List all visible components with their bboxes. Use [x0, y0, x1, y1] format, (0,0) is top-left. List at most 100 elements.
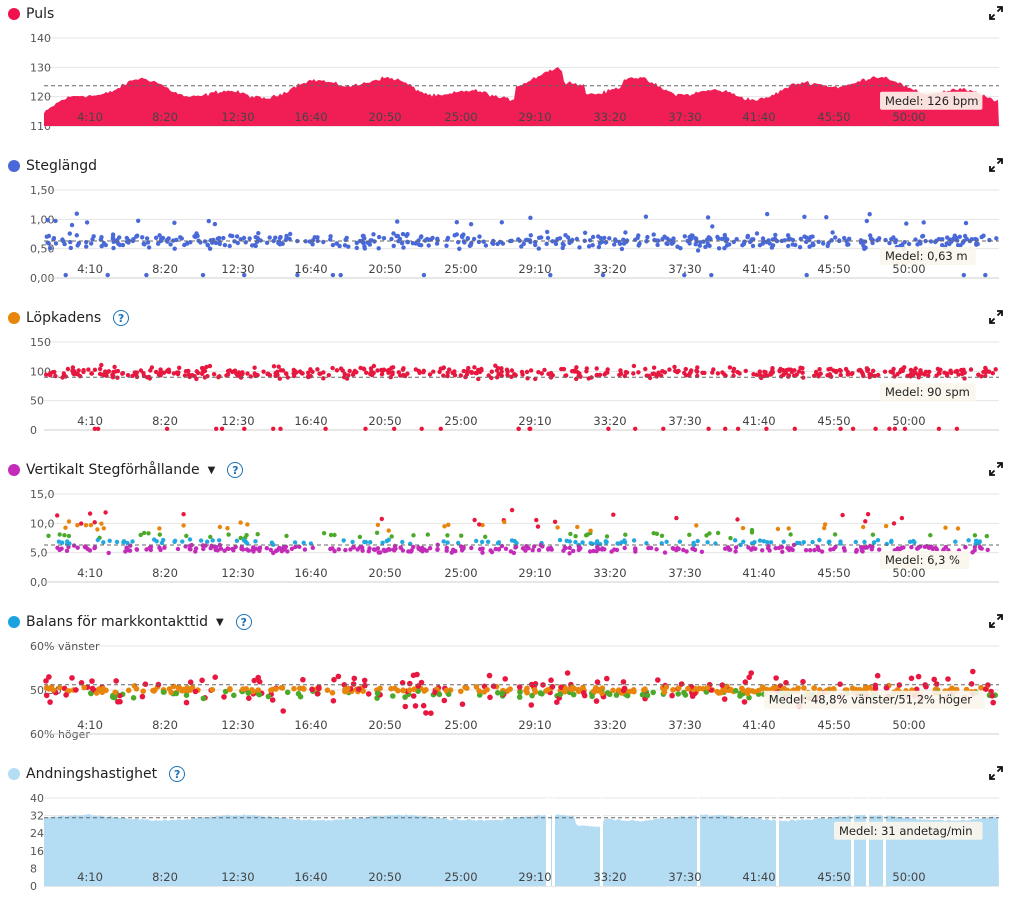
expand-icon[interactable] — [989, 614, 1003, 628]
data-point — [217, 538, 222, 543]
expand-icon[interactable] — [989, 766, 1003, 780]
y-tick-label: 50 — [30, 395, 44, 408]
data-point — [838, 539, 843, 544]
data-point — [435, 236, 440, 241]
data-point — [711, 367, 716, 372]
chart-title: Löpkadens — [26, 310, 102, 326]
data-point — [193, 546, 199, 551]
data-point — [134, 234, 139, 239]
x-tick-label: 20:50 — [368, 566, 401, 580]
data-point — [969, 237, 975, 242]
x-tick-label: 4:10 — [77, 566, 103, 580]
data-point — [990, 371, 995, 376]
data-point — [441, 697, 448, 704]
average-label: Medel: 126 bpm — [885, 94, 979, 108]
data-point — [113, 369, 118, 374]
help-icon[interactable]: ? — [227, 462, 244, 478]
data-point — [142, 242, 147, 247]
data-point — [264, 240, 270, 245]
x-tick-label: 41:40 — [742, 870, 775, 884]
data-point — [953, 369, 958, 374]
data-point — [95, 537, 101, 543]
data-point — [936, 236, 942, 242]
expand-icon[interactable] — [989, 158, 1003, 172]
data-point — [496, 547, 502, 552]
data-point — [865, 512, 871, 517]
x-tick-label: 37:30 — [668, 262, 701, 276]
data-point — [473, 684, 480, 690]
data-point — [530, 548, 535, 553]
data-point — [479, 539, 485, 545]
data-point — [334, 241, 339, 246]
data-point — [828, 547, 833, 552]
y-tick-label: 15,0 — [30, 488, 55, 501]
data-point — [271, 238, 276, 244]
data-point — [609, 549, 614, 554]
data-point — [389, 534, 394, 539]
data-point — [901, 545, 906, 550]
expand-icon[interactable] — [989, 310, 1003, 324]
data-point — [221, 694, 227, 700]
data-point — [242, 426, 247, 431]
data-point — [402, 703, 409, 710]
data-point — [494, 375, 500, 380]
data-point — [974, 241, 979, 246]
data-point — [369, 369, 374, 374]
data-point — [271, 550, 276, 556]
data-point — [639, 691, 646, 698]
chart-panel-pulse: Puls 110 120 130 140 Medel: 126 bpm 4:10 8:20 12… — [0, 2, 1013, 152]
data-point — [794, 372, 799, 377]
data-point — [99, 521, 104, 526]
data-point — [833, 235, 838, 240]
data-point — [968, 681, 975, 687]
help-icon[interactable]: ? — [235, 614, 252, 630]
data-point — [112, 689, 118, 696]
x-tick-label: 50:00 — [892, 110, 925, 124]
data-point — [276, 364, 281, 369]
data-point — [705, 540, 710, 545]
data-point — [420, 702, 427, 709]
data-point — [943, 525, 948, 530]
data-point — [755, 687, 762, 694]
data-point — [183, 699, 190, 706]
x-tick-label: 16:40 — [294, 262, 327, 276]
data-point — [887, 426, 892, 431]
data-point — [557, 691, 563, 698]
data-point — [606, 426, 611, 431]
data-point — [409, 548, 414, 553]
help-icon[interactable]: ? — [169, 766, 186, 782]
chart-plot-vertical: 0,0 5,0 10,0 15,0 Medel: 6,3 % 4:10 8:20 12:30 1… — [30, 488, 999, 589]
data-point — [87, 511, 93, 516]
data-point — [509, 507, 515, 513]
data-point — [979, 234, 984, 240]
data-point — [432, 689, 438, 696]
caret-down-icon[interactable]: ▼ — [207, 464, 216, 476]
data-point — [740, 687, 746, 694]
data-point — [63, 692, 69, 698]
x-tick-label: 12:30 — [221, 566, 254, 580]
data-point — [62, 533, 67, 538]
data-point — [619, 246, 625, 252]
data-point — [342, 243, 348, 248]
data-point — [703, 244, 708, 250]
data-point — [803, 548, 809, 553]
data-point — [907, 539, 913, 544]
data-point — [548, 677, 554, 683]
data-point — [154, 539, 159, 544]
data-point — [891, 521, 897, 526]
data-point — [468, 222, 474, 227]
data-point — [326, 373, 331, 378]
data-point — [172, 246, 177, 251]
data-point — [523, 688, 529, 694]
data-point — [106, 369, 112, 374]
data-point — [469, 545, 474, 551]
data-point — [578, 374, 583, 379]
expand-icon[interactable] — [989, 6, 1003, 20]
expand-icon[interactable] — [989, 462, 1003, 476]
data-point — [192, 374, 197, 379]
help-icon[interactable]: ? — [113, 310, 130, 326]
data-point — [567, 545, 572, 551]
caret-down-icon[interactable]: ▼ — [216, 616, 224, 628]
data-point — [704, 533, 709, 538]
data-point — [620, 687, 627, 694]
